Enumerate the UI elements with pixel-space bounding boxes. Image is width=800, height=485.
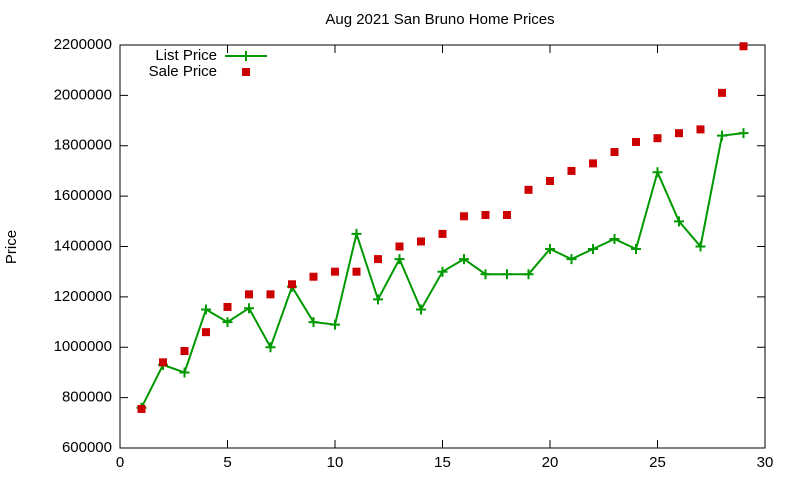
point	[394, 254, 405, 265]
point	[331, 267, 339, 276]
point	[223, 302, 232, 311]
point	[222, 317, 233, 328]
point	[695, 241, 706, 252]
point	[201, 304, 211, 315]
point	[244, 303, 254, 314]
point	[159, 358, 167, 367]
y-tick-label: 800000	[62, 389, 112, 406]
point	[632, 137, 640, 146]
point	[245, 290, 253, 299]
point	[459, 254, 469, 265]
legend-marker	[242, 68, 250, 76]
point	[588, 244, 598, 255]
y-axis-label: Price	[3, 230, 20, 264]
point	[545, 244, 555, 255]
point	[675, 129, 683, 138]
point	[288, 280, 296, 289]
point	[653, 134, 662, 143]
x-tick-label: 20	[542, 454, 559, 471]
point	[416, 304, 426, 315]
point	[567, 166, 576, 175]
point	[180, 347, 189, 356]
point	[308, 317, 319, 328]
y-tick-label: 1200000	[54, 288, 112, 305]
point	[610, 148, 619, 157]
y-tick-label: 1000000	[54, 338, 112, 355]
x-tick-label: 0	[116, 454, 124, 471]
point	[503, 211, 511, 220]
point	[351, 228, 362, 239]
point	[481, 211, 490, 220]
point	[652, 167, 663, 178]
point	[373, 294, 383, 305]
point	[179, 367, 190, 378]
point	[718, 88, 726, 97]
x-tick-label: 25	[649, 454, 666, 471]
x-tick-label: 5	[223, 454, 231, 471]
x-tick-label: 15	[434, 454, 451, 471]
point	[696, 125, 705, 134]
chart-title: Aug 2021 San Bruno Home Prices	[325, 11, 554, 28]
legend-label: Sale Price	[149, 63, 217, 80]
x-tick-label: 10	[327, 454, 344, 471]
legend-marker	[241, 51, 251, 61]
point	[566, 254, 577, 265]
point	[309, 272, 318, 281]
point	[266, 290, 275, 299]
point	[437, 266, 448, 277]
point	[523, 269, 534, 280]
point	[717, 130, 727, 141]
point	[589, 159, 597, 168]
y-tick-label: 1800000	[54, 137, 112, 154]
point	[352, 267, 361, 276]
point	[438, 229, 447, 238]
point	[330, 319, 340, 330]
point	[502, 269, 512, 280]
point	[137, 404, 146, 413]
point	[631, 244, 641, 255]
point	[524, 185, 533, 194]
point	[480, 269, 491, 280]
point	[395, 242, 404, 251]
y-tick-label: 1400000	[54, 237, 112, 254]
y-tick-label: 600000	[62, 439, 112, 456]
point	[374, 255, 382, 264]
point	[674, 216, 684, 227]
point	[609, 233, 620, 244]
point	[202, 328, 210, 337]
point	[739, 42, 748, 51]
legend-label: List Price	[155, 47, 217, 64]
x-tick-label: 30	[757, 454, 774, 471]
point	[460, 212, 468, 221]
y-tick-label: 2000000	[54, 86, 112, 103]
point	[738, 128, 749, 139]
y-tick-label: 1600000	[54, 187, 112, 204]
point	[265, 342, 276, 353]
point	[546, 177, 554, 186]
point	[417, 237, 425, 246]
y-tick-label: 2200000	[54, 36, 112, 53]
